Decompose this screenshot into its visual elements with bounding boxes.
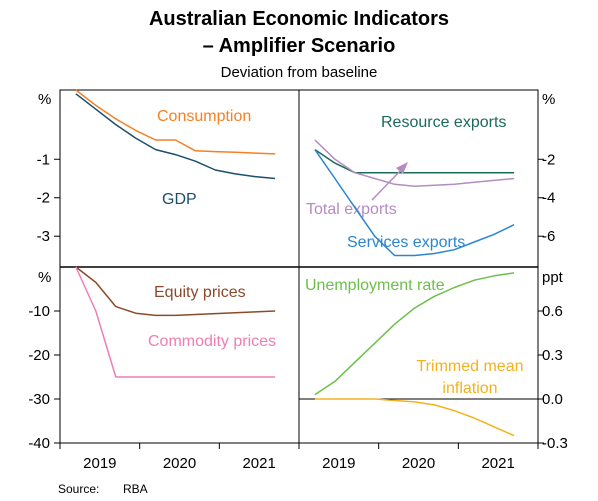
y-tick-label: -30 xyxy=(28,391,50,408)
series-line-resource-exports xyxy=(314,148,515,174)
unit-label-top-left: % xyxy=(38,91,51,108)
chart-title-line2: – Amplifier Scenario xyxy=(203,35,396,57)
y-tick-label: -2 xyxy=(542,151,555,168)
series-label-resource-exports: Resource exports xyxy=(381,114,506,131)
series-line-equity-prices xyxy=(75,266,276,317)
y-tick-label: 0.0 xyxy=(542,391,563,408)
x-tick-label: 2019 xyxy=(322,455,355,472)
x-tick-label: 2020 xyxy=(163,455,196,472)
series-line-consumption xyxy=(75,89,276,155)
y-tick-label: -4 xyxy=(542,190,555,207)
y-tick-label: -10 xyxy=(28,303,50,320)
series-label-services-exports: Services exports xyxy=(347,234,465,251)
y-tick-label: -1 xyxy=(37,151,50,168)
series-label-total-exports: Total exports xyxy=(306,201,397,218)
series-line-gdp xyxy=(75,93,276,180)
source-label: Source: xyxy=(58,482,99,496)
unit-label-bottom-right: ppt xyxy=(542,269,564,286)
series-line-services-exports xyxy=(314,149,515,257)
y-tick-label: 0.3 xyxy=(542,347,563,364)
x-tick-label: 2021 xyxy=(242,455,275,472)
series-label-trimmed-mean-inflation-line2: inflation xyxy=(442,380,497,397)
series-line-total-exports xyxy=(314,139,515,187)
x-tick-label: 2019 xyxy=(83,455,116,472)
y-tick-label: -40 xyxy=(28,435,50,452)
chart-title-line1: Australian Economic Indicators xyxy=(149,8,449,30)
series-line-commodity-prices xyxy=(75,266,276,378)
series-label-gdp: GDP xyxy=(162,191,197,208)
y-tick-label: -20 xyxy=(28,347,50,364)
x-tick-label: 2020 xyxy=(402,455,435,472)
y-tick-label: -3 xyxy=(37,228,50,245)
series-label-consumption: Consumption xyxy=(157,108,251,125)
source-value: RBA xyxy=(123,482,148,496)
series-label-trimmed-mean-inflation-line1: Trimmed mean xyxy=(417,358,524,375)
series-label-unemployment-rate: Unemployment rate xyxy=(305,277,445,294)
series-line-trimmed-mean-inflation xyxy=(314,398,515,437)
y-tick-label: 0.6 xyxy=(542,303,563,320)
unit-label-top-right: % xyxy=(542,91,555,108)
series-label-commodity-prices: Commodity prices xyxy=(148,333,276,350)
x-tick-label: 2021 xyxy=(481,455,514,472)
series-label-equity-prices: Equity prices xyxy=(154,284,246,301)
total-exports-arrow-head xyxy=(396,162,408,174)
y-tick-label: -0.3 xyxy=(542,435,568,452)
total-exports-arrow-shaft xyxy=(371,166,405,201)
plot-area: 2019 2020 2021 2019 2020 2021%%% ppt -1 -2 -3 Cons… xyxy=(28,89,568,472)
y-tick-label: -2 xyxy=(37,190,50,207)
chart-subtitle: Deviation from baseline xyxy=(221,64,378,81)
series-line-unemployment-rate xyxy=(314,272,515,396)
unit-label-bottom-left: % xyxy=(38,269,51,286)
y-tick-label: -6 xyxy=(542,228,555,245)
